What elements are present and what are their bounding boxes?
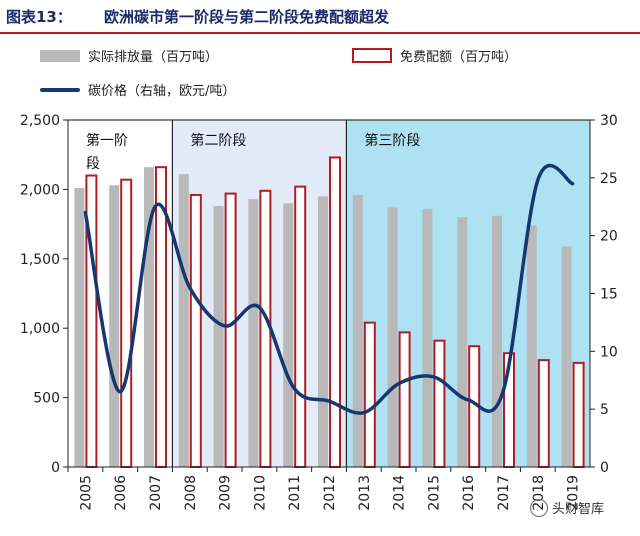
legend-swatch-actual (40, 49, 80, 62)
x-tick-2015: 2015 (426, 475, 442, 511)
watermark: 头财智库 (530, 498, 604, 517)
y-right-tick-0: 0 (600, 460, 609, 476)
x-tick-2014: 2014 (392, 475, 408, 511)
x-tick-2019: 2019 (566, 475, 582, 511)
bar-free-2006 (120, 178, 133, 469)
bar-actual-2017 (492, 215, 502, 467)
bar-actual-2006 (109, 185, 120, 467)
y-right-tick-4: 20 (600, 229, 618, 245)
x-tick-2006: 2006 (113, 475, 129, 511)
bar-free-2015 (433, 339, 446, 468)
figure-title: 欧洲碳市第一阶段与第二阶段免费配额超发 (104, 8, 390, 26)
legend-item-price: 碳价格（右轴，欧元/吨） (40, 80, 235, 99)
y-right-tick-6: 30 (600, 113, 618, 129)
bar-actual-2012 (318, 196, 328, 467)
x-tick-2005: 2005 (78, 475, 94, 511)
y-left-tick-3: 1,500 (20, 252, 60, 268)
phase-label-1-cont: 段 (86, 156, 100, 172)
bar-free-2011 (294, 185, 307, 468)
bar-actual-2008 (178, 174, 189, 467)
bar-free-2018 (537, 359, 550, 468)
figure-label: 图表13： (6, 8, 72, 26)
phase-label-1: 第一阶 (86, 132, 128, 149)
bar-actual-2009 (213, 206, 224, 467)
y-left-tick-1: 500 (33, 391, 60, 407)
bar-free-2014 (398, 331, 411, 469)
y-right-tick-3: 15 (600, 287, 618, 303)
legend-label-actual: 实际排放量（百万吨） (88, 50, 219, 65)
legend-swatch-price (40, 87, 80, 92)
x-tick-2010: 2010 (252, 475, 268, 511)
x-tick-2009: 2009 (218, 475, 234, 511)
x-tick-2016: 2016 (461, 475, 477, 511)
y-right-tick-5: 25 (600, 171, 618, 187)
legend-item-actual: 实际排放量（百万吨） (40, 46, 218, 65)
bar-actual-2018 (526, 225, 537, 467)
legend-label-free: 免费配额（百万吨） (400, 50, 518, 65)
bar-actual-2010 (248, 199, 259, 467)
watermark-text: 头财智库 (552, 502, 605, 517)
wechat-icon (530, 498, 548, 517)
y-left-tick-4: 2,000 (20, 182, 60, 198)
y-right-tick-1: 5 (600, 402, 609, 418)
bar-actual-2013 (352, 194, 363, 467)
phase-label-3: 第三阶段 (364, 132, 420, 149)
bar-free-2009 (224, 192, 237, 468)
legend-label-price: 碳价格（右轴，欧元/吨） (88, 84, 236, 99)
bar-actual-2014 (387, 207, 398, 467)
x-tick-2008: 2008 (183, 475, 199, 511)
figure-header: 图表13： 欧洲碳市第一阶段与第二阶段免费配额超发 (0, 0, 640, 34)
bar-free-2012 (329, 156, 341, 468)
bar-actual-2016 (457, 217, 468, 467)
y-left-tick-5: 2,500 (20, 113, 60, 129)
bar-actual-2007 (144, 167, 154, 467)
x-tick-2011: 2011 (287, 475, 303, 511)
legend-item-free: 免费配额（百万吨） (352, 46, 517, 65)
bar-free-2019 (572, 361, 585, 468)
x-tick-2012: 2012 (322, 475, 338, 511)
bar-actual-2019 (561, 246, 572, 467)
legend-swatch-free (352, 48, 392, 63)
bar-free-2008 (189, 193, 202, 468)
bar-free-2013 (363, 321, 376, 469)
x-tick-2007: 2007 (148, 475, 164, 511)
x-tick-2017: 2017 (496, 475, 512, 511)
price-line (83, 163, 575, 415)
y-right-tick-2: 10 (600, 344, 618, 360)
x-tick-2013: 2013 (357, 475, 373, 511)
header-rule (0, 32, 640, 34)
bar-actual-2015 (422, 208, 433, 467)
y-left-tick-2: 1,000 (20, 321, 60, 337)
bar-actual-2011 (283, 203, 294, 467)
bar-actual-2005 (74, 188, 85, 467)
y-left-tick-0: 0 (51, 460, 60, 476)
phase-label-2: 第二阶段 (190, 132, 246, 149)
